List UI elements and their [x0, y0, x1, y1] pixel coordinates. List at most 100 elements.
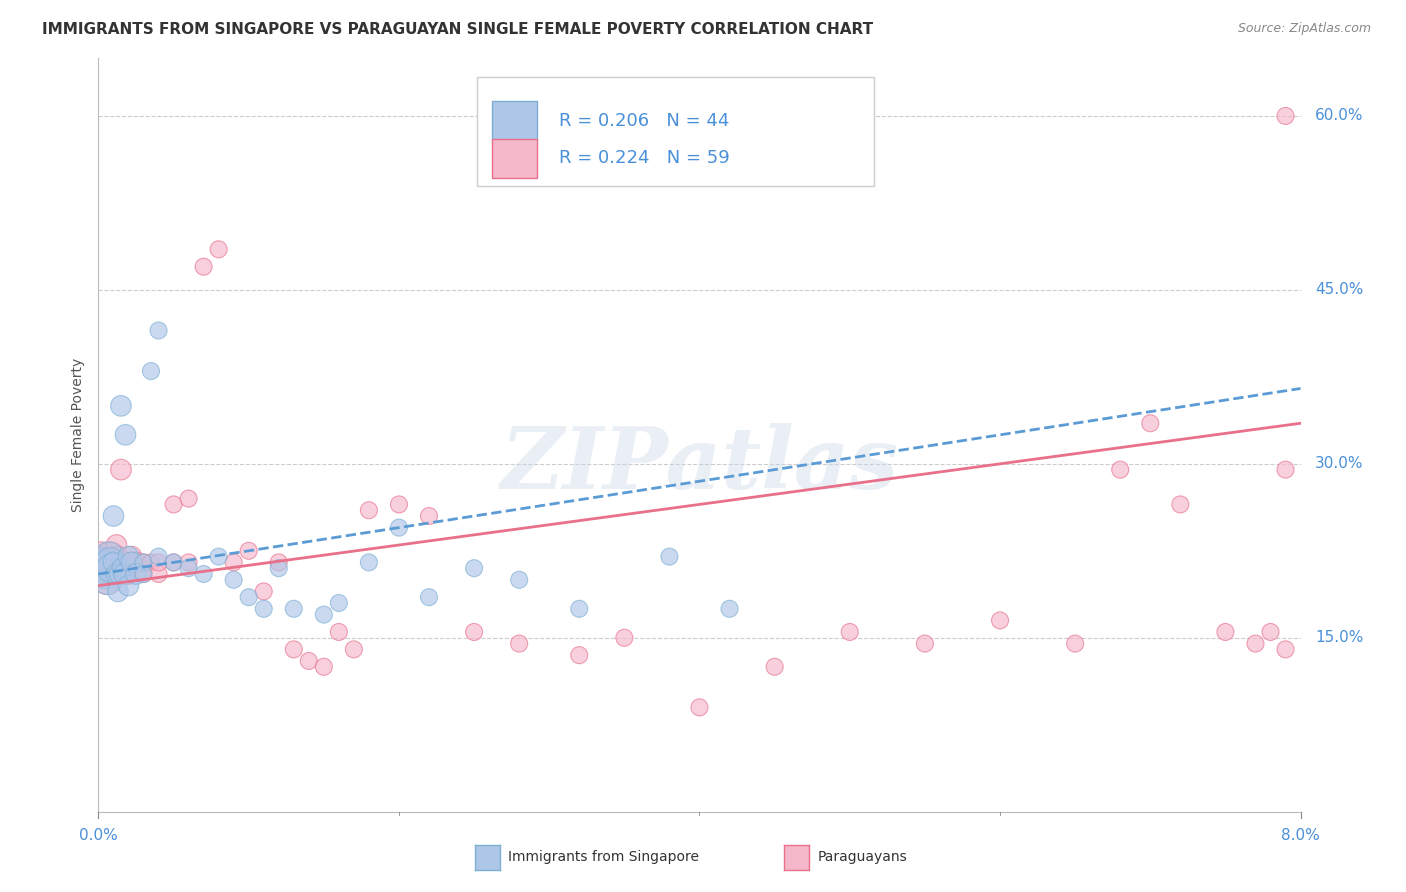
Point [132, 567, 155, 582]
Text: R = 0.224   N = 59: R = 0.224 N = 59 [558, 149, 730, 167]
Point [177, 555, 200, 570]
Point [838, 624, 860, 639]
Point [388, 521, 411, 535]
Point [1109, 462, 1132, 476]
Point [222, 555, 245, 570]
Point [93, 561, 115, 575]
Point [162, 555, 184, 570]
Point [139, 555, 162, 570]
Point [1064, 637, 1087, 651]
Point [312, 660, 335, 674]
Point [111, 561, 134, 575]
Text: ZIPatlas: ZIPatlas [501, 423, 898, 507]
Point [94, 567, 117, 582]
Text: 30.0%: 30.0% [1315, 457, 1364, 471]
Point [132, 555, 155, 570]
Point [463, 624, 485, 639]
Point [114, 428, 136, 442]
Point [1139, 416, 1161, 431]
Point [162, 555, 184, 570]
Point [253, 584, 276, 599]
Text: 0.0%: 0.0% [79, 829, 118, 843]
Text: IMMIGRANTS FROM SINGAPORE VS PARAGUAYAN SINGLE FEMALE POVERTY CORRELATION CHART: IMMIGRANTS FROM SINGAPORE VS PARAGUAYAN … [42, 22, 873, 37]
Point [105, 538, 128, 552]
Point [1274, 109, 1296, 123]
Point [90, 555, 112, 570]
Point [1168, 498, 1191, 512]
Point [418, 508, 440, 523]
Point [96, 573, 118, 587]
Point [193, 260, 215, 274]
Text: R = 0.206   N = 44: R = 0.206 N = 44 [558, 112, 730, 129]
Point [108, 567, 131, 582]
Y-axis label: Single Female Poverty: Single Female Poverty [70, 358, 84, 512]
Text: Source: ZipAtlas.com: Source: ZipAtlas.com [1237, 22, 1371, 36]
Point [148, 555, 170, 570]
FancyBboxPatch shape [477, 77, 873, 186]
Point [90, 549, 112, 564]
Point [91, 567, 114, 582]
Point [253, 602, 276, 616]
Point [94, 555, 117, 570]
Point [110, 462, 132, 476]
Point [125, 567, 148, 582]
Point [103, 508, 125, 523]
Point [1274, 462, 1296, 476]
Point [388, 498, 411, 512]
Point [343, 642, 366, 657]
Point [688, 700, 710, 714]
Point [114, 567, 136, 582]
Point [103, 555, 125, 570]
Bar [492, 101, 537, 140]
Point [193, 567, 215, 582]
Text: 15.0%: 15.0% [1315, 631, 1364, 645]
Point [177, 561, 200, 575]
Point [117, 579, 139, 593]
Point [1215, 624, 1237, 639]
Point [177, 491, 200, 506]
Text: Paraguayans: Paraguayans [818, 850, 907, 864]
Point [100, 555, 122, 570]
Point [121, 549, 143, 564]
Point [613, 631, 636, 645]
Point [111, 555, 134, 570]
Point [89, 555, 111, 570]
Bar [492, 138, 537, 178]
Text: 8.0%: 8.0% [1281, 829, 1320, 843]
Point [125, 555, 148, 570]
Point [238, 544, 260, 558]
Point [97, 549, 120, 564]
Point [162, 498, 184, 512]
Point [107, 549, 129, 564]
Point [1260, 624, 1282, 639]
Point [139, 364, 162, 378]
Text: Immigrants from Singapore: Immigrants from Singapore [509, 850, 699, 864]
Point [463, 561, 485, 575]
Point [222, 573, 245, 587]
Point [267, 555, 290, 570]
Point [107, 584, 129, 599]
Point [1274, 642, 1296, 657]
Point [763, 660, 786, 674]
Point [1244, 637, 1267, 651]
Point [96, 573, 118, 587]
Point [267, 561, 290, 575]
Point [97, 555, 120, 570]
Point [328, 596, 350, 610]
Point [101, 561, 124, 575]
Point [103, 555, 125, 570]
Point [208, 549, 231, 564]
Point [658, 549, 681, 564]
Point [132, 567, 155, 582]
Point [112, 567, 135, 582]
Point [312, 607, 335, 622]
Point [357, 555, 380, 570]
Text: 60.0%: 60.0% [1315, 109, 1364, 123]
Point [418, 591, 440, 605]
Text: 45.0%: 45.0% [1315, 283, 1364, 297]
Point [283, 602, 305, 616]
Point [988, 614, 1011, 628]
Point [283, 642, 305, 657]
Point [117, 549, 139, 564]
Point [148, 549, 170, 564]
